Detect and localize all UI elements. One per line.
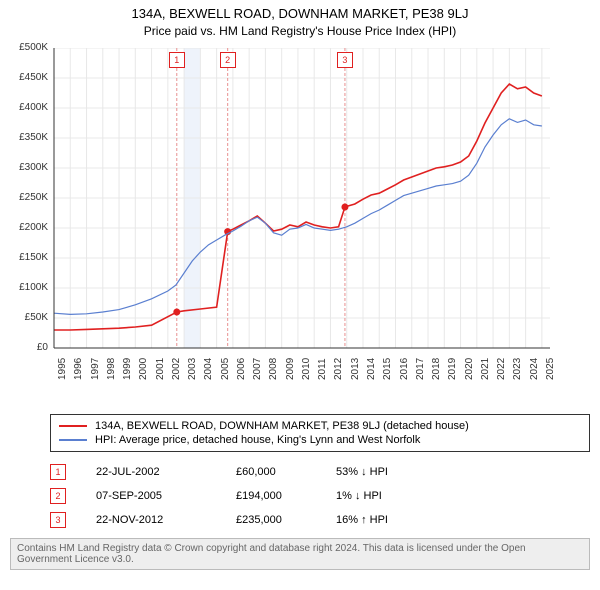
transaction-date: 22-JUL-2002 [96,466,236,478]
x-axis-label: 2011 [317,358,328,380]
y-axis-label: £200K [10,222,48,233]
y-axis-label: £150K [10,252,48,263]
chart-transaction-marker: 2 [220,52,236,68]
x-axis-label: 1998 [106,358,117,380]
x-axis-label: 2004 [203,358,214,380]
transaction-marker: 2 [50,488,66,504]
x-axis-label: 2005 [220,358,231,380]
y-axis-label: £500K [10,42,48,53]
x-axis-label: 2014 [366,358,377,380]
y-axis-label: £50K [10,312,48,323]
y-axis-label: £300K [10,162,48,173]
x-axis-label: 2006 [236,358,247,380]
chart-transaction-marker: 3 [337,52,353,68]
transaction-price: £235,000 [236,514,336,526]
transaction-delta: 16% ↑ HPI [336,514,388,526]
x-axis-label: 1997 [90,358,101,380]
transaction-marker: 3 [50,512,66,528]
x-axis-label: 2021 [480,358,491,380]
y-axis-label: £450K [10,72,48,83]
x-axis-label: 2003 [187,358,198,380]
x-axis-label: 2024 [529,358,540,380]
legend-row: 134A, BEXWELL ROAD, DOWNHAM MARKET, PE38… [59,419,581,433]
x-axis-label: 2025 [545,358,556,380]
y-axis-label: £100K [10,282,48,293]
legend-swatch [59,439,87,441]
x-axis-label: 2022 [496,358,507,380]
legend-row: HPI: Average price, detached house, King… [59,433,581,447]
y-axis-label: £250K [10,192,48,203]
transaction-price: £194,000 [236,490,336,502]
title-sub: Price paid vs. HM Land Registry's House … [0,24,600,38]
x-axis-label: 2009 [285,358,296,380]
legend-label: HPI: Average price, detached house, King… [95,434,420,446]
y-axis-label: £400K [10,102,48,113]
transaction-date: 07-SEP-2005 [96,490,236,502]
transaction-delta: 1% ↓ HPI [336,490,382,502]
transactions-table: 1 22-JUL-2002£60,00053% ↓ HPI 2 07-SEP-2005… [50,460,590,532]
x-axis-label: 2020 [464,358,475,380]
transaction-delta: 53% ↓ HPI [336,466,388,478]
x-axis-label: 2012 [333,358,344,380]
title-block: 134A, BEXWELL ROAD, DOWNHAM MARKET, PE38… [0,0,600,38]
transaction-date: 22-NOV-2012 [96,514,236,526]
x-axis-label: 1999 [122,358,133,380]
chart-transaction-marker: 1 [169,52,185,68]
x-axis-label: 2017 [415,358,426,380]
y-axis-label: £0 [10,342,48,353]
chart-svg [10,48,550,408]
legend-label: 134A, BEXWELL ROAD, DOWNHAM MARKET, PE38… [95,420,469,432]
footer-note: Contains HM Land Registry data © Crown c… [10,538,590,570]
y-axis-label: £350K [10,132,48,143]
x-axis-label: 2023 [512,358,523,380]
x-axis-label: 1996 [73,358,84,380]
x-axis-label: 2002 [171,358,182,380]
transaction-marker: 1 [50,464,66,480]
chart-area: £0 £50K £100K £150K £200K £250K £300K £350K £400… [10,48,590,408]
x-axis-label: 2001 [155,358,166,380]
transaction-row: 1 22-JUL-2002£60,00053% ↓ HPI [50,460,590,484]
x-axis-label: 2008 [268,358,279,380]
x-axis-label: 2019 [447,358,458,380]
transaction-price: £60,000 [236,466,336,478]
x-axis-label: 2013 [350,358,361,380]
x-axis-label: 2007 [252,358,263,380]
transaction-row: 2 07-SEP-2005£194,0001% ↓ HPI [50,484,590,508]
legend-swatch [59,425,87,427]
x-axis-label: 2016 [399,358,410,380]
legend-box: 134A, BEXWELL ROAD, DOWNHAM MARKET, PE38… [50,414,590,452]
x-axis-label: 2018 [431,358,442,380]
transaction-row: 3 22-NOV-2012£235,00016% ↑ HPI [50,508,590,532]
x-axis-label: 1995 [57,358,68,380]
chart-container: 134A, BEXWELL ROAD, DOWNHAM MARKET, PE38… [0,0,600,570]
x-axis-label: 2015 [382,358,393,380]
x-axis-label: 2010 [301,358,312,380]
title-main: 134A, BEXWELL ROAD, DOWNHAM MARKET, PE38… [0,6,600,21]
x-axis-label: 2000 [138,358,149,380]
